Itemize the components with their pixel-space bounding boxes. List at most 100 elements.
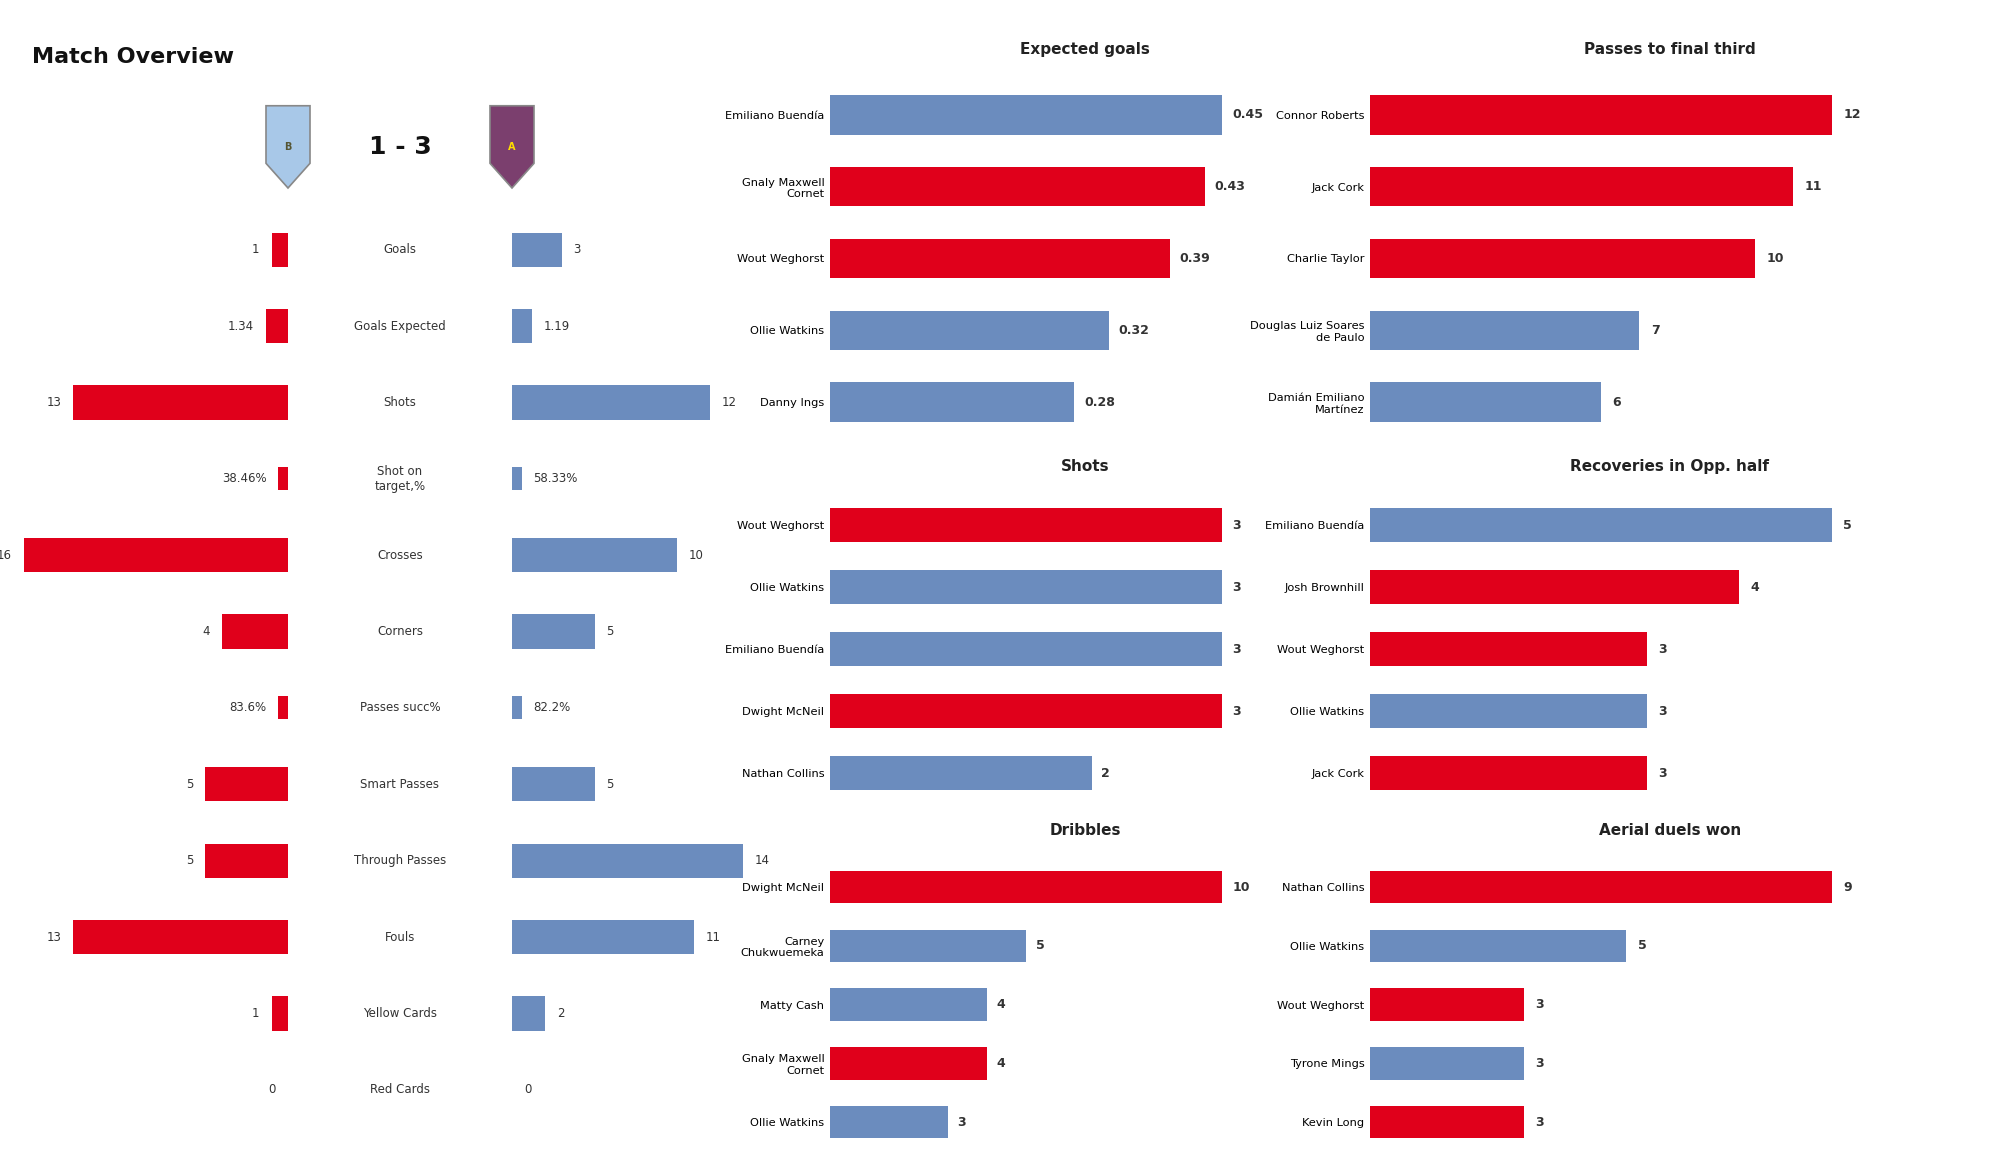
Bar: [1370, 382, 1600, 422]
Bar: [1370, 239, 1754, 278]
Text: 83.6%: 83.6%: [230, 701, 266, 714]
Bar: [830, 871, 1222, 904]
Polygon shape: [490, 106, 534, 188]
Bar: [206, 844, 288, 878]
Bar: [830, 508, 1222, 542]
Text: Corners: Corners: [376, 625, 424, 638]
Bar: [512, 385, 710, 419]
Text: 3: 3: [1658, 767, 1668, 780]
Text: 9: 9: [1844, 880, 1852, 894]
Text: A: A: [508, 142, 516, 152]
Bar: [1370, 1106, 1524, 1139]
Text: 12: 12: [1844, 108, 1860, 121]
Bar: [74, 920, 288, 954]
Bar: [830, 1047, 986, 1080]
Bar: [1370, 929, 1626, 962]
Bar: [1370, 988, 1524, 1021]
Bar: [1370, 95, 1832, 135]
Text: 0.39: 0.39: [1180, 251, 1210, 266]
Bar: [24, 538, 288, 572]
Text: 0.43: 0.43: [1214, 180, 1246, 193]
Bar: [830, 632, 1222, 666]
Text: 16: 16: [0, 549, 12, 562]
Title: Passes to final third: Passes to final third: [1584, 41, 1756, 56]
Bar: [278, 468, 288, 490]
Text: 1 - 3: 1 - 3: [368, 135, 432, 159]
Bar: [266, 309, 288, 343]
Text: 82.2%: 82.2%: [534, 701, 570, 714]
Text: B: B: [284, 142, 292, 152]
Text: 10: 10: [1232, 880, 1250, 894]
Text: 7: 7: [1650, 324, 1660, 337]
Bar: [1370, 871, 1832, 904]
Polygon shape: [266, 106, 310, 188]
Text: 5: 5: [606, 778, 614, 791]
Text: 0.28: 0.28: [1084, 396, 1114, 409]
Bar: [512, 767, 594, 801]
Bar: [830, 310, 1108, 350]
Text: Shots: Shots: [384, 396, 416, 409]
Text: 11: 11: [1804, 180, 1822, 193]
Title: Expected goals: Expected goals: [1020, 41, 1150, 56]
Text: Smart Passes: Smart Passes: [360, 778, 440, 791]
Bar: [830, 1106, 948, 1139]
Text: 1.19: 1.19: [544, 320, 570, 333]
Text: 5: 5: [606, 625, 614, 638]
Text: 0.32: 0.32: [1118, 324, 1150, 337]
Text: 3: 3: [1232, 705, 1240, 718]
Text: 13: 13: [46, 931, 62, 944]
Bar: [1370, 694, 1646, 728]
Text: 5: 5: [1036, 939, 1044, 953]
Bar: [1370, 632, 1646, 666]
Text: 0: 0: [268, 1083, 276, 1096]
Text: 4: 4: [1750, 580, 1760, 593]
Text: 11: 11: [706, 931, 720, 944]
Bar: [512, 233, 562, 267]
Text: Fouls: Fouls: [384, 931, 416, 944]
Text: 10: 10: [688, 549, 704, 562]
Bar: [272, 233, 288, 267]
Text: 3: 3: [958, 1115, 966, 1129]
Text: 0: 0: [524, 1083, 532, 1096]
Text: 1: 1: [252, 243, 260, 256]
Bar: [1370, 1047, 1524, 1080]
Bar: [830, 757, 1092, 791]
Bar: [512, 538, 676, 572]
Text: 3: 3: [1232, 580, 1240, 593]
Bar: [222, 615, 288, 649]
Bar: [1370, 310, 1640, 350]
Title: Dribbles: Dribbles: [1050, 822, 1120, 838]
Text: Passes succ%: Passes succ%: [360, 701, 440, 714]
Bar: [272, 996, 288, 1030]
Bar: [1370, 757, 1646, 791]
Text: Goals: Goals: [384, 243, 416, 256]
Title: Aerial duels won: Aerial duels won: [1598, 822, 1742, 838]
Text: 4: 4: [996, 1056, 1006, 1070]
Text: 0.45: 0.45: [1232, 108, 1264, 121]
Text: 5: 5: [186, 854, 194, 867]
Text: 3: 3: [1536, 1115, 1544, 1129]
Text: 1.34: 1.34: [228, 320, 254, 333]
Text: 3: 3: [1232, 643, 1240, 656]
Bar: [512, 309, 532, 343]
Text: Red Cards: Red Cards: [370, 1083, 430, 1096]
Text: Through Passes: Through Passes: [354, 854, 446, 867]
Text: Shot on
target,%: Shot on target,%: [374, 465, 426, 492]
Bar: [830, 694, 1222, 728]
Text: 3: 3: [1536, 1056, 1544, 1070]
Text: 6: 6: [1612, 396, 1620, 409]
Bar: [512, 920, 694, 954]
Bar: [206, 767, 288, 801]
Bar: [278, 697, 288, 719]
Bar: [830, 570, 1222, 604]
Text: 10: 10: [1766, 251, 1784, 266]
Bar: [830, 95, 1222, 135]
Text: 5: 5: [1638, 939, 1646, 953]
Bar: [512, 844, 744, 878]
Bar: [1370, 508, 1832, 542]
Bar: [512, 996, 544, 1030]
Text: 1: 1: [252, 1007, 260, 1020]
Text: 3: 3: [574, 243, 580, 256]
Text: 5: 5: [186, 778, 194, 791]
Bar: [512, 468, 522, 490]
